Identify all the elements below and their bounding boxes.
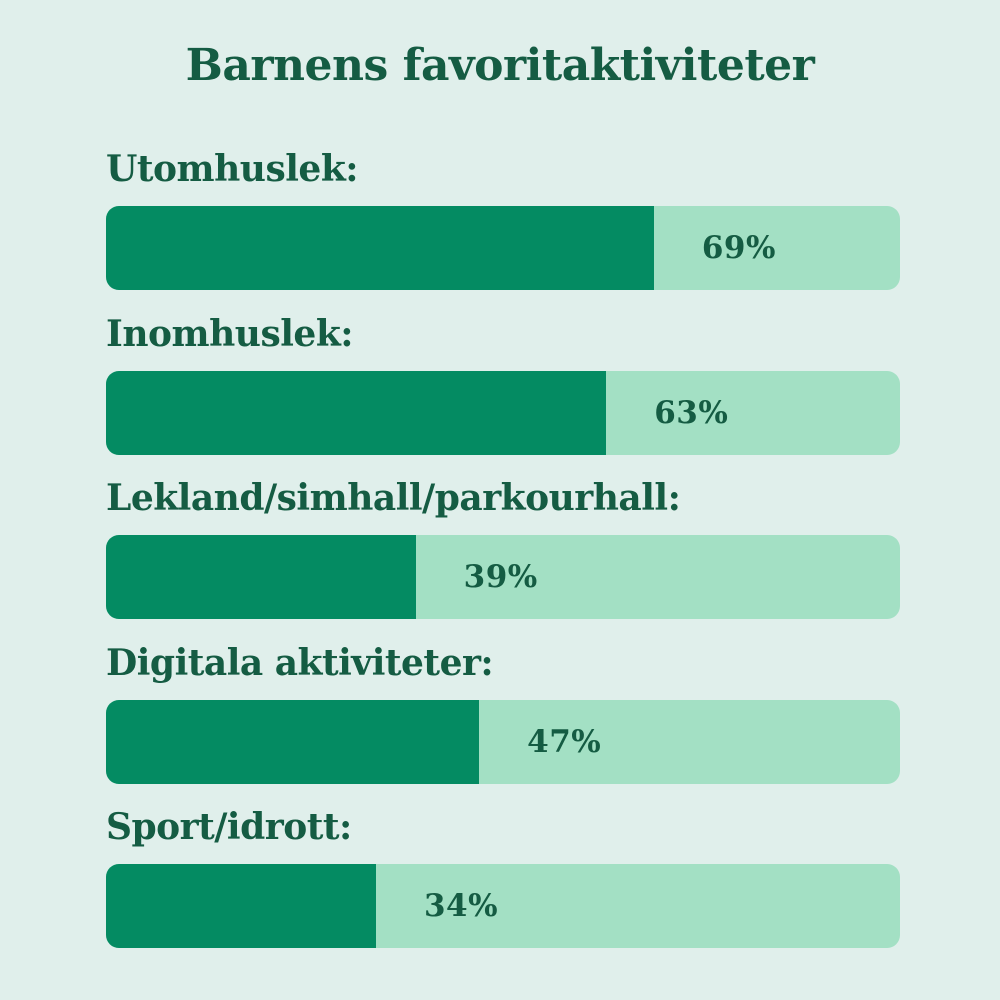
bar-track: 39% (106, 535, 900, 619)
bar (106, 864, 376, 948)
bar-track: 63% (106, 370, 900, 455)
category-label: Inomhuslek: (106, 312, 354, 355)
category-label: Sport/idrott: (106, 806, 352, 848)
bar-track: 47% (106, 699, 900, 784)
value-label: 63% (654, 394, 729, 431)
category-label: Digitala aktiviteter: (106, 641, 494, 684)
bar (106, 699, 480, 784)
category-label: Utomhuslek: (106, 148, 359, 190)
bar-track: 34% (106, 864, 900, 948)
value-label: 47% (527, 723, 602, 760)
bar-chart: Utomhuslek: 69% Inomhuslek: 63% Lekland/simh… (106, 0, 900, 1000)
value-label: 34% (423, 888, 499, 924)
bar (106, 370, 607, 455)
chart-title: Barnens favoritaktiviteter (185, 40, 815, 91)
value-label: 69% (701, 230, 776, 266)
bar (106, 535, 416, 619)
bar-track: 69% (106, 206, 900, 290)
value-label: 39% (463, 559, 538, 595)
category-label: Lekland/simhall/parkourhall: (106, 477, 681, 519)
bar (106, 206, 654, 290)
